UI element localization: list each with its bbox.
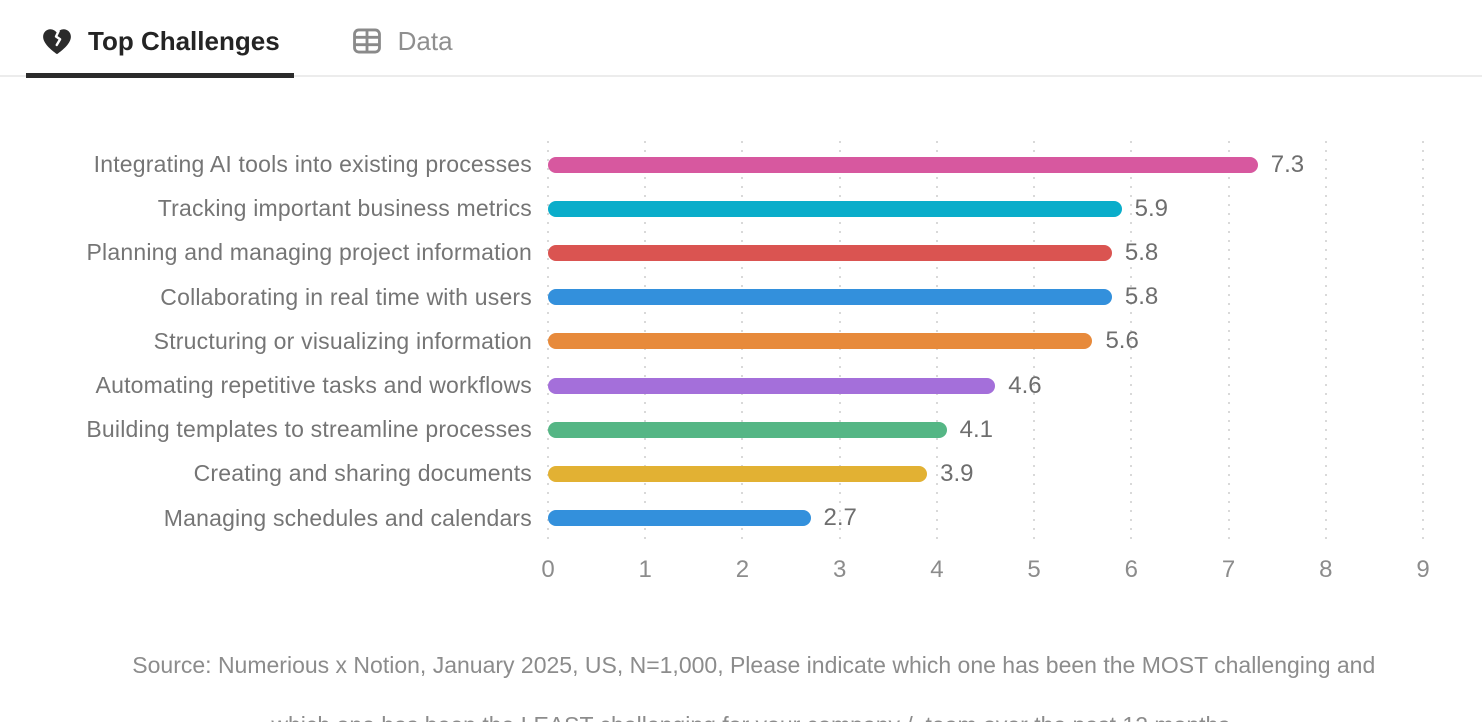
tab-top-challenges[interactable]: Top Challenges — [26, 20, 294, 78]
category-label: Automating repetitive tasks and workflow… — [95, 372, 532, 399]
value-label: 5.8 — [1124, 283, 1159, 311]
tab-bar: Top Challenges Data — [0, 0, 1482, 78]
bar — [548, 156, 1258, 173]
category-label: Managing schedules and calendars — [163, 504, 532, 531]
bar — [548, 377, 996, 394]
bar — [548, 421, 947, 438]
value-label: 4.1 — [959, 415, 993, 443]
bar-row: Managing schedules and calendars 2.7 — [0, 496, 1482, 540]
value-label: 5.8 — [1124, 238, 1159, 266]
bar — [548, 510, 811, 527]
bar-chart: Integrating AI tools into existing proce… — [0, 140, 1482, 591]
x-tick-label: 0 — [541, 556, 555, 584]
x-tick-label: 2 — [735, 556, 750, 584]
bar-row: Automating repetitive tasks and workflow… — [0, 363, 1482, 407]
bar-track: 4.6 — [548, 363, 1423, 407]
value-label: 5.6 — [1105, 327, 1139, 355]
category-label: Tracking important business metrics — [157, 195, 532, 222]
x-tick-label: 7 — [1221, 556, 1236, 584]
x-tick-label: 9 — [1416, 556, 1430, 584]
x-tick-label: 5 — [1027, 556, 1041, 584]
bar-track: 5.8 — [548, 231, 1423, 275]
bar-row: Integrating AI tools into existing proce… — [0, 143, 1482, 187]
bar-track: 2.7 — [548, 496, 1423, 540]
bar — [548, 333, 1093, 350]
category-label: Structuring or visualizing information — [153, 327, 532, 354]
x-tick-label: 1 — [638, 556, 652, 584]
category-label: Creating and sharing documents — [193, 460, 532, 487]
value-label: 4.6 — [1008, 371, 1042, 399]
x-tick-label: 6 — [1124, 556, 1139, 584]
category-label: Planning and managing project informatio… — [86, 239, 532, 266]
bar-rows: Integrating AI tools into existing proce… — [0, 143, 1482, 541]
value-label: 2.7 — [823, 504, 857, 532]
tab-label: Data — [397, 25, 453, 56]
bar-row: Building templates to streamline process… — [0, 408, 1482, 452]
broken-heart-icon — [40, 24, 74, 58]
x-tick-label: 4 — [930, 556, 944, 584]
category-label: Collaborating in real time with users — [160, 283, 532, 310]
tab-data[interactable]: Data — [336, 20, 467, 78]
category-label: Building templates to streamline process… — [86, 416, 532, 443]
x-tick-label: 8 — [1319, 556, 1333, 584]
bar-row: Planning and managing project informatio… — [0, 231, 1482, 275]
bar-row: Tracking important business metrics 5.9 — [0, 187, 1482, 231]
bar — [548, 244, 1112, 261]
bar-row: Collaborating in real time with users 5.8 — [0, 275, 1482, 319]
x-tick-label: 3 — [832, 556, 847, 584]
bar — [548, 465, 928, 482]
table-icon — [350, 24, 384, 58]
value-label: 3.9 — [940, 459, 974, 487]
bar-track: 3.9 — [548, 452, 1423, 496]
x-axis: 0 1 2 3 4 5 6 7 8 9 — [541, 556, 1429, 590]
bar-track: 5.6 — [548, 319, 1423, 363]
bar — [548, 289, 1112, 306]
tab-label: Top Challenges — [88, 25, 280, 56]
source-note: Source: Numerious x Notion, January 2025… — [0, 620, 1482, 722]
value-label: 5.9 — [1134, 194, 1168, 222]
bar-track: 5.8 — [548, 275, 1423, 319]
bar-row: Structuring or visualizing information 5.… — [0, 319, 1482, 363]
bar-row: Creating and sharing documents 3.9 — [0, 452, 1482, 496]
bar-track: 5.9 — [548, 187, 1423, 231]
bar — [548, 200, 1122, 217]
category-label: Integrating AI tools into existing proce… — [93, 151, 532, 178]
bar-track: 4.1 — [548, 408, 1423, 452]
bar-track: 7.3 — [548, 143, 1423, 187]
value-label: 7.3 — [1270, 150, 1305, 178]
source-line-1: Source: Numerious x Notion, January 2025… — [132, 652, 1376, 679]
source-line-2: which one has been the LEAST challenging… — [271, 712, 1236, 722]
